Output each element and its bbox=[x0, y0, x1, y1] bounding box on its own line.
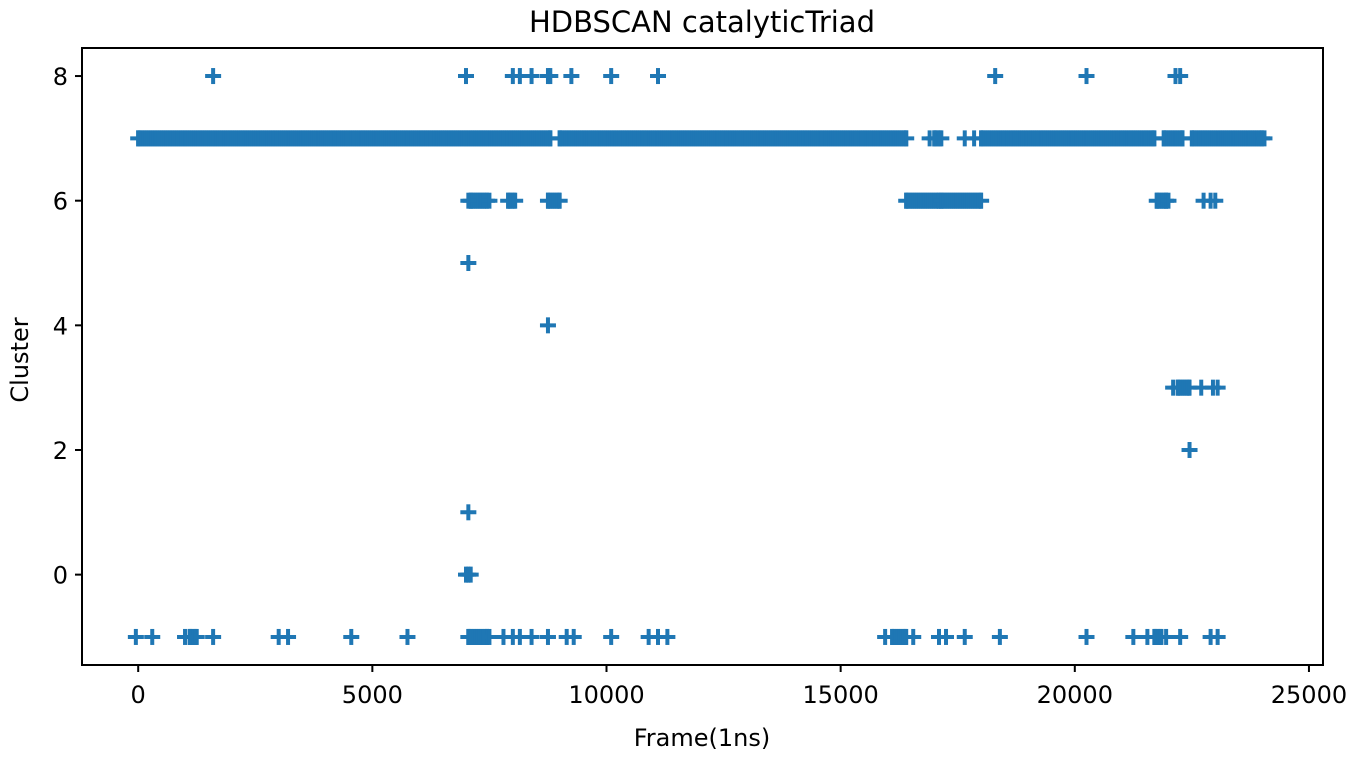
data-point bbox=[1172, 68, 1189, 85]
data-point bbox=[1160, 192, 1177, 209]
dense-point-run bbox=[500, 192, 524, 209]
dense-point-run bbox=[551, 130, 915, 147]
data-point bbox=[460, 504, 477, 521]
data-point bbox=[523, 68, 540, 85]
y-tick-label: 0 bbox=[53, 562, 68, 590]
data-point bbox=[280, 628, 297, 645]
dense-point-run bbox=[973, 130, 1163, 147]
data-point bbox=[205, 68, 222, 85]
data-point bbox=[1207, 192, 1224, 209]
y-tick-label: 6 bbox=[53, 188, 68, 216]
data-point bbox=[539, 317, 556, 334]
data-point bbox=[905, 628, 922, 645]
data-point bbox=[343, 628, 360, 645]
data-point bbox=[1181, 441, 1198, 458]
x-tick-label: 10000 bbox=[568, 681, 644, 709]
data-point bbox=[991, 628, 1008, 645]
data-point bbox=[1165, 379, 1182, 396]
data-point bbox=[1078, 68, 1095, 85]
data-marks bbox=[127, 68, 1273, 645]
data-point bbox=[177, 628, 194, 645]
data-point bbox=[462, 566, 479, 583]
data-point bbox=[966, 130, 983, 147]
data-point bbox=[481, 628, 498, 645]
data-point bbox=[399, 628, 416, 645]
data-point bbox=[1209, 628, 1226, 645]
data-point bbox=[1172, 628, 1189, 645]
x-tick-label: 15000 bbox=[802, 681, 878, 709]
data-point bbox=[1256, 130, 1273, 147]
data-point bbox=[603, 68, 620, 85]
data-point bbox=[1158, 628, 1175, 645]
data-point bbox=[481, 192, 498, 209]
data-point bbox=[539, 628, 556, 645]
dense-point-run bbox=[1183, 130, 1271, 147]
data-point bbox=[603, 628, 620, 645]
data-point bbox=[458, 68, 475, 85]
dense-point-run bbox=[1155, 130, 1191, 147]
data-point bbox=[938, 628, 955, 645]
y-axis: 0 2 4 6 8 bbox=[53, 63, 82, 590]
data-point bbox=[1209, 379, 1226, 396]
x-tick-label: 0 bbox=[131, 681, 146, 709]
y-tick-label: 2 bbox=[53, 437, 68, 465]
plot-area-frame bbox=[81, 47, 1324, 666]
dense-point-run bbox=[539, 192, 568, 209]
data-point bbox=[921, 130, 938, 147]
data-point bbox=[659, 628, 676, 645]
dense-point-run bbox=[933, 192, 990, 209]
data-point bbox=[205, 628, 222, 645]
dense-point-run bbox=[130, 130, 559, 147]
chart-title: HDBSCAN catalyticTriad bbox=[529, 5, 875, 39]
x-tick-label: 5000 bbox=[342, 681, 403, 709]
x-axis-label: Frame(1ns) bbox=[634, 724, 771, 752]
x-tick-label: 25000 bbox=[1271, 681, 1347, 709]
y-tick-label: 8 bbox=[53, 63, 68, 91]
data-point bbox=[1078, 628, 1095, 645]
x-tick-label: 20000 bbox=[1037, 681, 1113, 709]
data-point bbox=[650, 68, 667, 85]
data-point bbox=[127, 628, 144, 645]
y-axis-label: Cluster bbox=[6, 317, 34, 402]
data-point bbox=[1139, 628, 1156, 645]
x-axis: 0 5000 10000 15000 20000 25000 bbox=[131, 665, 1347, 709]
data-point bbox=[877, 628, 894, 645]
y-tick-label: 4 bbox=[53, 312, 68, 340]
data-point bbox=[956, 628, 973, 645]
data-point bbox=[144, 628, 161, 645]
data-point bbox=[565, 628, 582, 645]
data-point bbox=[563, 68, 580, 85]
data-point bbox=[523, 628, 540, 645]
data-point bbox=[1125, 628, 1142, 645]
data-point bbox=[460, 192, 477, 209]
data-point bbox=[987, 68, 1004, 85]
data-point bbox=[542, 68, 559, 85]
data-point bbox=[460, 255, 477, 272]
